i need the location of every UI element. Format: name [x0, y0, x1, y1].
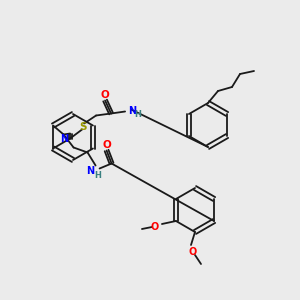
Text: O: O [189, 247, 197, 257]
Text: N: N [61, 134, 69, 145]
Text: N: N [128, 106, 136, 116]
Text: O: O [151, 222, 159, 232]
Text: O: O [102, 140, 111, 151]
Text: H: H [94, 171, 101, 180]
Text: O: O [101, 91, 110, 100]
Text: S: S [79, 122, 87, 133]
Text: N: N [86, 166, 94, 176]
Text: H: H [134, 110, 141, 119]
